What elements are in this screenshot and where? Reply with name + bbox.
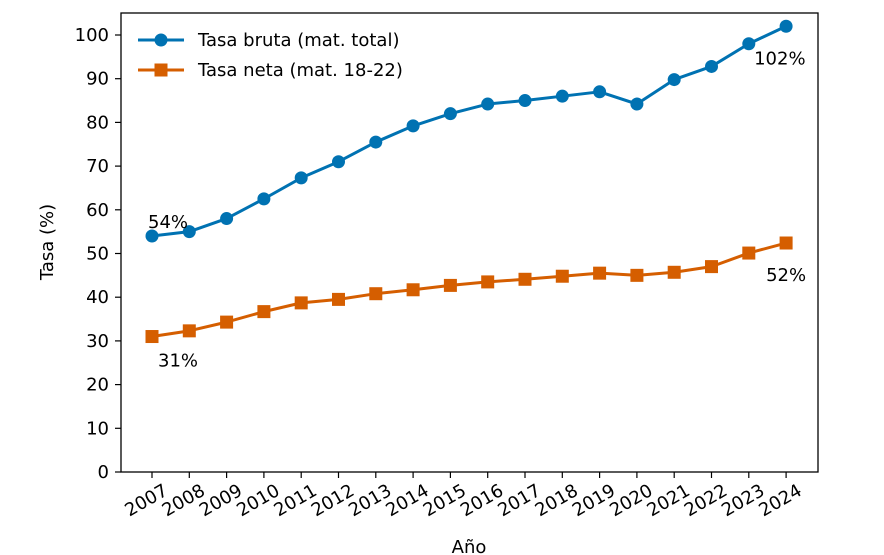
plot-frame (120, 12, 819, 473)
data-point (779, 19, 793, 33)
data-point (630, 97, 644, 111)
data-point (705, 59, 718, 73)
data-point (332, 292, 345, 306)
data-point (705, 260, 718, 274)
data-point (742, 246, 756, 260)
data-label: 52% (766, 265, 806, 286)
y-axis: 0 10 20 30 40 50 60 70 80 90 100 (75, 25, 121, 483)
y-axis-label: Tasa (%) (37, 204, 58, 281)
data-point (369, 135, 383, 149)
data-point (555, 269, 569, 283)
data-point (294, 296, 308, 310)
data-point (593, 85, 607, 99)
x-axis: 2007200820092010201120122013201420152016… (121, 472, 806, 521)
annotations: 54% 102% 31% 52% (148, 48, 806, 371)
data-point (481, 97, 495, 111)
legend-marker (154, 33, 168, 47)
y-tick-label: 100 (75, 25, 109, 46)
x-axis-label: Año (452, 537, 487, 555)
data-point (294, 171, 308, 185)
data-point (667, 73, 681, 87)
data-point (332, 155, 345, 169)
data-point (555, 89, 569, 103)
data-point (518, 272, 532, 286)
y-tick-label: 70 (86, 156, 109, 177)
y-tick-label: 60 (86, 200, 109, 221)
data-point (630, 268, 644, 282)
data-point (481, 275, 495, 289)
legend: Tasa bruta (mat. total) Tasa neta (mat. 1… (138, 30, 403, 81)
series-line (151, 241, 787, 339)
data-point (443, 278, 457, 292)
series-line (151, 24, 787, 238)
data-point (369, 287, 383, 301)
data-point (220, 315, 234, 329)
y-tick-label: 10 (86, 418, 109, 439)
y-tick-label: 40 (86, 287, 109, 308)
data-point (406, 283, 420, 297)
data-point (257, 192, 271, 206)
legend-label: Tasa neta (mat. 18-22) (197, 60, 403, 81)
data-point (406, 119, 420, 133)
data-point (182, 324, 196, 338)
data-point (742, 37, 756, 51)
y-tick-label: 50 (86, 244, 109, 265)
data-point (779, 236, 793, 250)
data-point (182, 225, 196, 239)
x-tick-label: 2024 (755, 480, 805, 521)
y-tick-label: 0 (98, 462, 109, 483)
y-tick-label: 80 (86, 112, 109, 133)
data-label: 102% (754, 48, 805, 69)
data-point (518, 94, 532, 108)
series-layer (145, 19, 793, 344)
data-point (145, 330, 159, 344)
data-point (220, 212, 234, 226)
data-point (145, 229, 159, 243)
y-tick-label: 90 (86, 69, 109, 90)
data-point (593, 266, 607, 280)
y-tick-label: 30 (86, 331, 109, 352)
data-point (257, 305, 271, 319)
data-label: 54% (148, 212, 188, 233)
data-label: 31% (158, 351, 198, 372)
data-point (667, 265, 681, 279)
data-point (443, 107, 457, 121)
y-tick-label: 20 (86, 375, 109, 396)
legend-marker (154, 63, 168, 77)
legend-label: Tasa bruta (mat. total) (197, 30, 400, 51)
